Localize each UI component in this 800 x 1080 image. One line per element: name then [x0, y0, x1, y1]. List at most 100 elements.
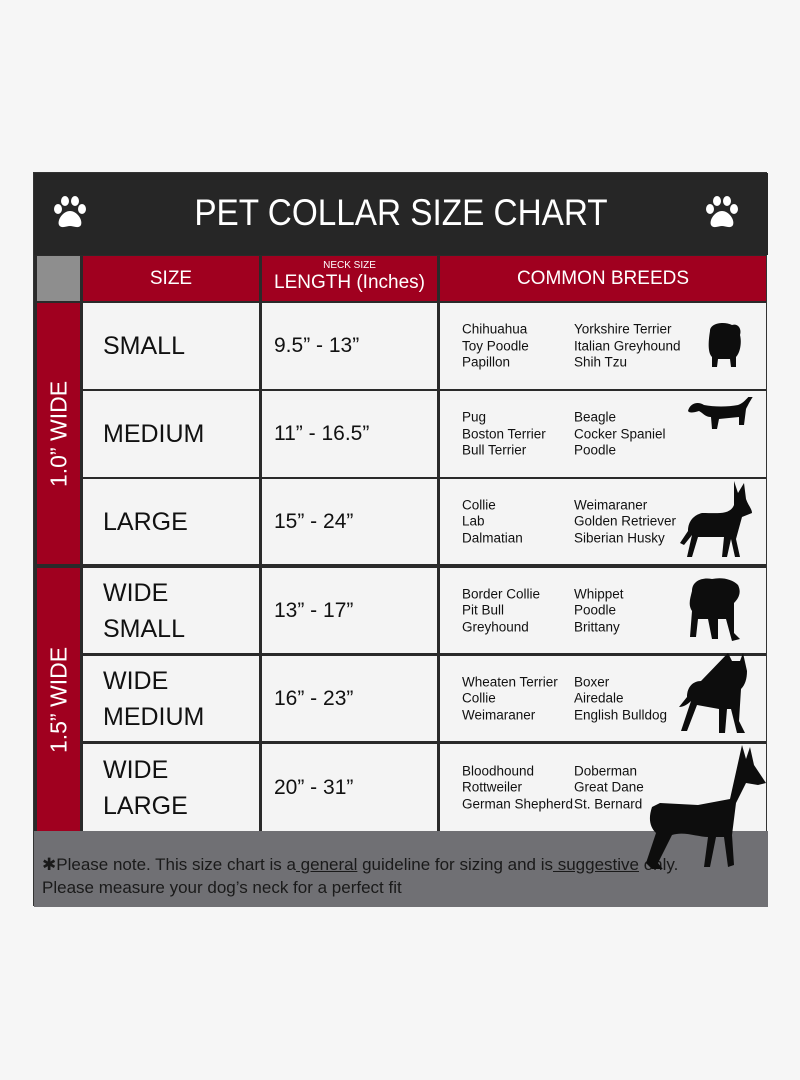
group-label-text: 1.0” WIDE: [45, 380, 71, 487]
breed-name: Beagle: [574, 409, 617, 425]
length-cell: 15” - 24”: [262, 479, 437, 564]
header-length-label: LENGTH (Inches): [274, 272, 425, 293]
breed-name: Doberman: [574, 762, 638, 778]
breed-name: Airedale: [574, 690, 624, 706]
breed-name: Great Dane: [574, 779, 644, 795]
length-cell: 16” - 23”: [262, 656, 437, 741]
size-label: WIDE LARGE: [103, 755, 188, 820]
size-cell: WIDE LARGE: [83, 744, 259, 831]
breed-list: Doberman Great Dane St. Bernard: [574, 763, 644, 813]
breed-list: Beagle Cocker Spaniel Poodle: [574, 409, 666, 459]
size-cell: LARGE: [83, 479, 259, 564]
footer-underlined: suggestive: [553, 855, 639, 874]
breed-name: Golden Retriever: [574, 513, 677, 529]
group-label-1-5in: 1.5” WIDE: [37, 568, 80, 831]
chart-header: [34, 173, 768, 255]
paw-icon: [54, 196, 86, 228]
size-cell: WIDE MEDIUM: [83, 656, 259, 741]
paw-icon: [706, 196, 738, 228]
breed-name: Toy Poodle: [462, 337, 529, 353]
length-value: 13” - 17”: [274, 598, 354, 622]
breed-name: St. Bernard: [574, 795, 643, 811]
footer-text: guideline for sizing and is: [357, 855, 553, 874]
dog-silhouette-icon: [680, 481, 752, 557]
header-size: SIZE: [83, 256, 259, 301]
size-label: LARGE: [103, 507, 188, 536]
breed-name: Italian Greyhound: [574, 337, 681, 353]
breed-name: Pit Bull: [462, 602, 505, 618]
corner-cell: [37, 256, 80, 301]
breed-name: Chihuahua: [462, 321, 528, 337]
length-value: 16” - 23”: [274, 686, 354, 710]
header-length-top: NECK SIZE: [323, 260, 376, 271]
length-cell: 13” - 17”: [262, 568, 437, 653]
group-label-text: 1.5” WIDE: [45, 646, 71, 753]
breed-name: Shih Tzu: [574, 354, 628, 370]
breed-list: Border Collie Pit Bull Greyhound: [462, 586, 540, 636]
breed-list: Whippet Poodle Brittany: [574, 586, 624, 636]
size-label: WIDE MEDIUM: [103, 666, 205, 731]
length-value: 9.5” - 13”: [274, 334, 360, 357]
length-value: 11” - 16.5”: [274, 422, 370, 445]
header-length: NECK SIZE LENGTH (Inches): [262, 256, 437, 301]
footer-line-1: ✱Please note. This size chart is a gener…: [42, 853, 760, 876]
length-cell: 9.5” - 13”: [262, 303, 437, 389]
breed-name: Dalmatian: [462, 529, 523, 545]
size-cell: WIDE SMALL: [83, 568, 259, 653]
footer-note: ✱Please note. This size chart is a gener…: [34, 831, 768, 907]
breed-list: Wheaten Terrier Collie Weimaraner: [462, 674, 558, 724]
breed-name: Poodle: [574, 442, 617, 458]
breed-list: Yorkshire Terrier Italian Greyhound Shih T…: [574, 321, 681, 371]
length-cell: 20” - 31”: [262, 744, 437, 831]
footer-underlined: general: [295, 855, 358, 874]
breed-list: Collie Lab Dalmatian: [462, 497, 523, 547]
breed-name: Siberian Husky: [574, 529, 665, 545]
breed-name: Yorkshire Terrier: [574, 321, 672, 337]
breed-list: Bloodhound Rottweiler German Shepherd: [462, 763, 573, 813]
breed-name: Whippet: [574, 585, 624, 601]
footer-line-2: Please measure your dog’s neck for a per…: [42, 878, 402, 897]
header-breeds: COMMON BREEDS: [440, 256, 766, 301]
chart-title: PET COLLAR SIZE CHART: [194, 192, 608, 233]
breed-name: Rottweiler: [462, 779, 523, 795]
breed-name: Greyhound: [462, 618, 529, 634]
breed-list: Pug Boston Terrier Bull Terrier: [462, 409, 546, 459]
breed-name: Boxer: [574, 673, 610, 689]
size-chart: PET COLLAR SIZE CHART SIZE NECK SIZE LEN…: [33, 172, 768, 907]
breed-name: Weimaraner: [462, 706, 536, 722]
breed-list: Weimaraner Golden Retriever Siberian Husky: [574, 497, 676, 547]
group-label-1in: 1.0” WIDE: [37, 303, 80, 564]
breeds-cell: Pug Boston Terrier Bull Terrier Beagle Cocke…: [440, 391, 766, 477]
breed-name: Lab: [462, 513, 485, 529]
breeds-cell: Chihuahua Toy Poodle Papillon Yorkshire Ter…: [440, 303, 766, 389]
dog-silhouette-icon: [679, 653, 747, 733]
dog-silhouette-icon: [688, 397, 753, 429]
breed-name: Pug: [462, 409, 487, 425]
length-value: 15” - 24”: [274, 509, 354, 533]
breed-name: German Shepherd: [462, 795, 574, 811]
size-label: WIDE SMALL: [103, 578, 185, 643]
length-value: 20” - 31”: [274, 775, 354, 799]
breed-name: Poodle: [574, 602, 617, 618]
size-cell: MEDIUM: [83, 391, 259, 477]
length-cell: 11” - 16.5”: [262, 391, 437, 477]
breed-name: Boston Terrier: [462, 425, 546, 441]
breed-list: Chihuahua Toy Poodle Papillon: [462, 321, 529, 371]
dog-silhouette-icon: [708, 323, 741, 367]
breed-name: Weimaraner: [574, 496, 648, 512]
size-label: SMALL: [103, 332, 185, 360]
footer-text: ✱Please note. This size chart is a: [42, 855, 296, 874]
dog-silhouette-icon: [689, 578, 740, 641]
breed-name: Bloodhound: [462, 762, 535, 778]
dog-silhouette-icon: [646, 745, 766, 869]
breed-list: Boxer Airedale English Bulldog: [574, 674, 667, 724]
size-label: MEDIUM: [103, 420, 205, 448]
breed-name: Collie: [462, 496, 496, 512]
breed-name: Cocker Spaniel: [574, 425, 666, 441]
breed-name: Bull Terrier: [462, 442, 527, 458]
size-cell: SMALL: [83, 303, 259, 389]
breed-name: Collie: [462, 690, 496, 706]
breed-name: Brittany: [574, 618, 620, 634]
breed-name: Border Collie: [462, 585, 541, 601]
breed-name: Papillon: [462, 354, 511, 370]
